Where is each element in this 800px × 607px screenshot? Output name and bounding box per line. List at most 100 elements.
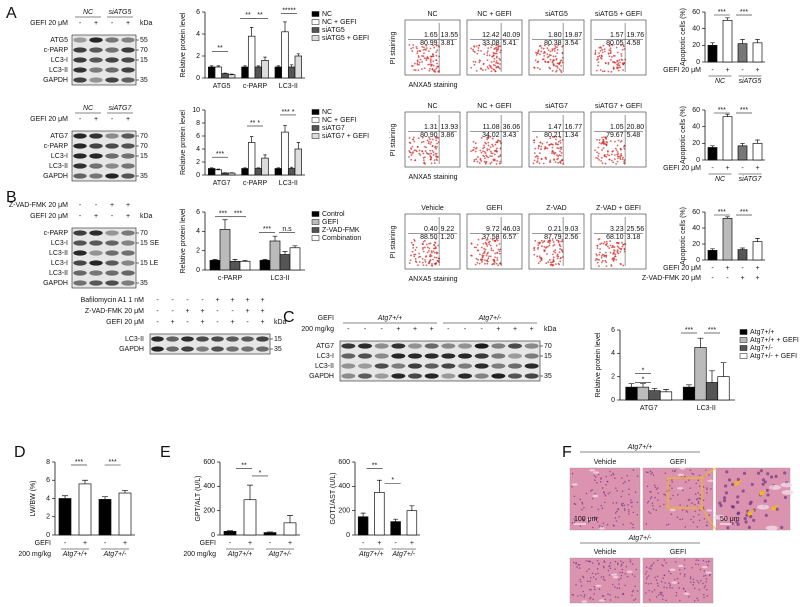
nucleus	[645, 471, 648, 474]
condition-label: GEFI	[35, 540, 51, 547]
panel-letter: A	[6, 5, 17, 22]
flow-x-label: ANXA5 staining	[408, 82, 457, 89]
quadrant-value: 12.42	[482, 32, 500, 39]
nucleus	[614, 596, 617, 598]
flow-dot	[614, 255, 616, 258]
quadrant-value: 34.02	[482, 132, 500, 139]
flow-dot	[596, 138, 598, 141]
flow-dot	[616, 51, 619, 54]
flow-title: NC + GEFI	[477, 11, 511, 18]
band	[105, 163, 119, 169]
flow-dot	[559, 139, 562, 142]
flow-dot	[540, 257, 543, 260]
y-tick-label: 20	[692, 241, 700, 248]
flow-dot	[472, 140, 475, 143]
flow-dot	[544, 51, 546, 54]
flow-dot	[432, 64, 435, 67]
nucleus	[585, 559, 587, 562]
flow-dot	[611, 244, 614, 247]
nucleus	[596, 559, 599, 562]
flow-dot	[484, 157, 486, 160]
quadrant-value: 9.03	[565, 226, 579, 233]
error-bar	[755, 238, 760, 242]
band-label: LC3-I	[317, 353, 334, 360]
flow-dot	[595, 253, 598, 256]
nucleus	[775, 507, 779, 511]
nucleus	[653, 589, 656, 591]
blot-group: siATG5	[109, 9, 132, 16]
flow-dot	[536, 157, 539, 160]
flow-dot	[417, 145, 419, 148]
nucleus	[692, 578, 695, 581]
condition-sign: +	[725, 67, 729, 74]
bar	[707, 250, 718, 261]
flow-dot	[423, 156, 426, 159]
bar	[214, 169, 223, 176]
flow-dot	[486, 54, 489, 57]
nucleus	[675, 594, 678, 597]
flow-dot	[422, 264, 425, 267]
flow-dot	[434, 242, 437, 244]
flow-dot	[555, 58, 558, 60]
flow-dot	[549, 159, 552, 162]
nucleus	[690, 518, 692, 521]
flow-dot	[617, 242, 620, 245]
flow-dot	[433, 69, 436, 71]
flow-dot	[556, 66, 559, 69]
band	[121, 47, 135, 53]
nucleus	[697, 513, 700, 516]
flow-dot	[479, 253, 481, 256]
flow-dot	[494, 143, 497, 146]
flow-dot	[495, 61, 498, 64]
nucleus	[602, 595, 605, 597]
blot-sign: +	[126, 202, 130, 209]
band	[441, 343, 456, 349]
band	[73, 260, 87, 266]
flow-title: Vehicle	[421, 205, 444, 212]
flow-dot	[413, 140, 416, 143]
flow-dot	[597, 64, 599, 67]
flow-dot	[553, 243, 556, 246]
nucleus	[603, 561, 606, 563]
band	[89, 163, 103, 169]
flow-dot	[618, 64, 621, 67]
significance: ***	[740, 9, 748, 16]
flow-dot	[417, 54, 420, 57]
flow-dot	[419, 58, 422, 61]
flow-dot	[537, 246, 540, 249]
significance: ***	[740, 107, 748, 114]
significance: *****	[282, 8, 296, 15]
nucleus	[694, 510, 697, 513]
genotype-label: Atg7+/-	[628, 535, 652, 542]
blot-group: NC	[83, 9, 94, 16]
flow-dot	[427, 140, 430, 143]
condition-label: GEFI	[200, 540, 216, 547]
flow-dot	[425, 264, 428, 267]
y-tick-label: 20	[692, 42, 700, 49]
band	[105, 270, 119, 276]
nucleus	[593, 586, 596, 588]
flow-dot	[472, 60, 475, 63]
flow-dot	[429, 63, 431, 66]
band	[105, 280, 119, 286]
bar	[707, 147, 718, 161]
bar	[625, 386, 638, 401]
blot-sign: -	[111, 213, 114, 220]
nucleus	[623, 504, 626, 507]
blot-group: Atg7+/-	[478, 315, 502, 322]
arrow	[759, 489, 767, 496]
nucleus	[650, 565, 652, 568]
flow-dot	[537, 60, 540, 63]
flow-dot	[499, 141, 502, 144]
flow-dot	[498, 250, 501, 253]
blot-sign: -	[246, 319, 249, 326]
flow-dot	[470, 66, 473, 69]
legend-label: NC	[322, 109, 332, 116]
error-bar	[360, 512, 366, 517]
flow-dot	[599, 49, 602, 52]
flow-dot	[553, 152, 555, 155]
blot-kda: kDa	[140, 20, 153, 27]
nucleus	[573, 518, 576, 520]
band-label: c-PARP	[44, 47, 69, 54]
condition-sign: -	[269, 540, 272, 547]
